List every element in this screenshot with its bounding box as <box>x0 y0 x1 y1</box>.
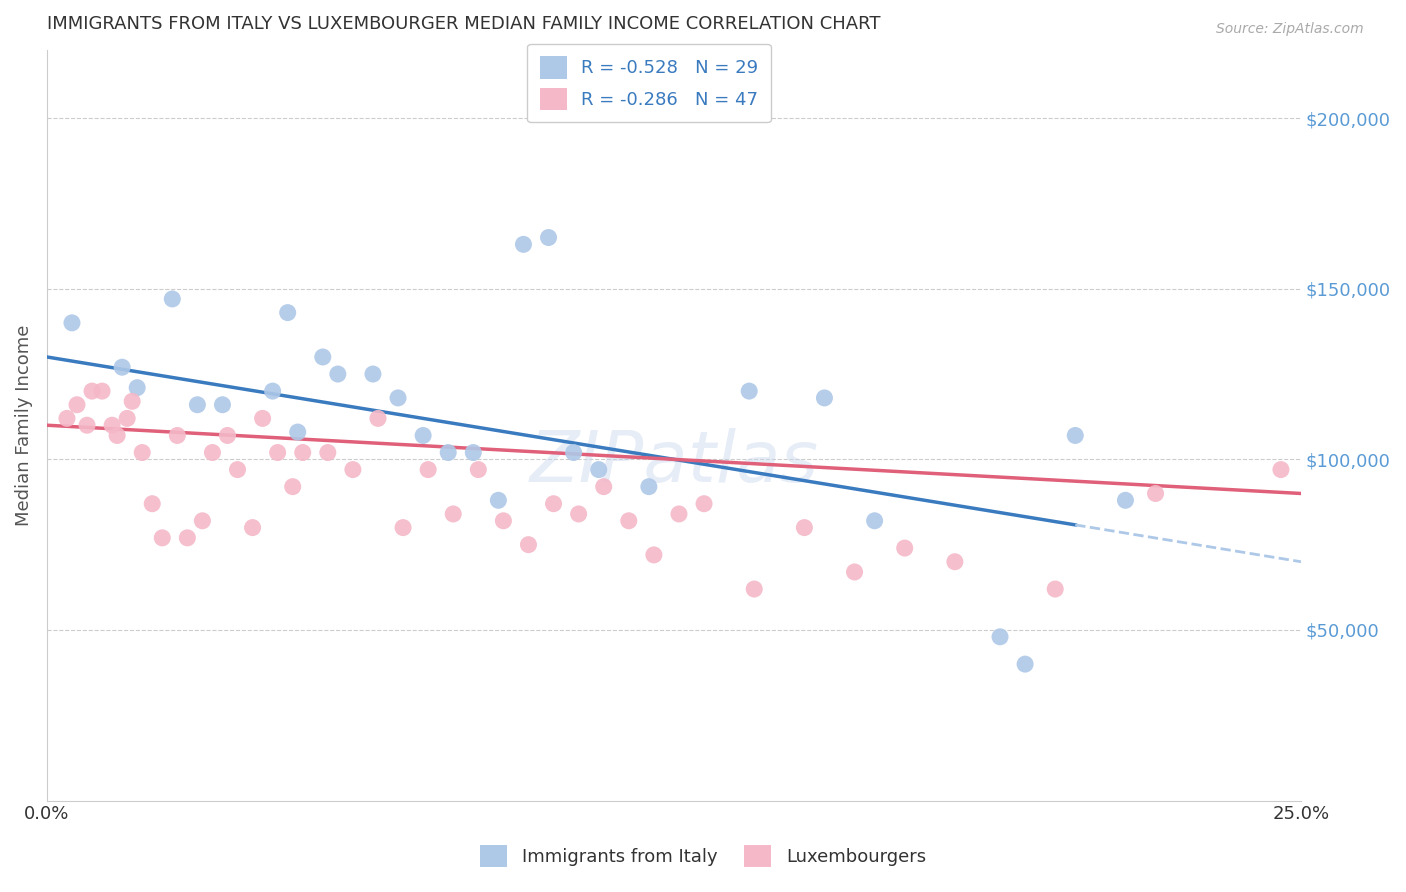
Point <box>441 507 464 521</box>
Point <box>186 398 208 412</box>
Point <box>80 384 103 398</box>
Point <box>56 411 79 425</box>
Point <box>361 367 384 381</box>
Point <box>226 462 249 476</box>
Point <box>387 391 409 405</box>
Point <box>66 398 89 412</box>
Point <box>1144 486 1167 500</box>
Legend: Immigrants from Italy, Luxembourgers: Immigrants from Italy, Luxembourgers <box>472 838 934 874</box>
Point <box>111 360 134 375</box>
Text: Source: ZipAtlas.com: Source: ZipAtlas.com <box>1216 22 1364 37</box>
Point <box>191 514 214 528</box>
Point <box>568 507 591 521</box>
Point <box>211 398 233 412</box>
Point <box>588 462 610 476</box>
Point <box>266 445 288 459</box>
Point <box>793 520 815 534</box>
Point <box>412 428 434 442</box>
Point <box>512 237 534 252</box>
Point <box>176 531 198 545</box>
Point <box>463 445 485 459</box>
Point <box>844 565 866 579</box>
Point <box>76 418 98 433</box>
Point <box>643 548 665 562</box>
Point <box>467 462 489 476</box>
Point <box>617 514 640 528</box>
Point <box>813 391 835 405</box>
Point <box>742 582 765 596</box>
Point <box>342 462 364 476</box>
Point <box>101 418 124 433</box>
Point <box>1114 493 1136 508</box>
Text: ZIPatlas: ZIPatlas <box>530 428 818 497</box>
Point <box>392 520 415 534</box>
Point <box>141 497 163 511</box>
Point <box>60 316 83 330</box>
Point <box>201 445 224 459</box>
Point <box>291 445 314 459</box>
Point <box>316 445 339 459</box>
Point <box>127 381 149 395</box>
Point <box>418 462 440 476</box>
Point <box>543 497 565 511</box>
Point <box>115 411 138 425</box>
Point <box>637 480 659 494</box>
Point <box>537 230 560 244</box>
Point <box>262 384 284 398</box>
Point <box>277 305 299 319</box>
Point <box>252 411 274 425</box>
Point <box>281 480 304 494</box>
Point <box>1045 582 1067 596</box>
Point <box>166 428 188 442</box>
Point <box>326 367 349 381</box>
Y-axis label: Median Family Income: Median Family Income <box>15 325 32 526</box>
Point <box>693 497 716 511</box>
Point <box>437 445 460 459</box>
Point <box>312 350 335 364</box>
Point <box>668 507 690 521</box>
Text: IMMIGRANTS FROM ITALY VS LUXEMBOURGER MEDIAN FAMILY INCOME CORRELATION CHART: IMMIGRANTS FROM ITALY VS LUXEMBOURGER ME… <box>46 15 880 33</box>
Point <box>150 531 173 545</box>
Point <box>517 538 540 552</box>
Point <box>217 428 239 442</box>
Point <box>988 630 1011 644</box>
Point <box>367 411 389 425</box>
Point <box>738 384 761 398</box>
Point <box>492 514 515 528</box>
Point <box>592 480 614 494</box>
Point <box>131 445 153 459</box>
Point <box>562 445 585 459</box>
Point <box>91 384 114 398</box>
Point <box>105 428 128 442</box>
Point <box>1014 657 1036 672</box>
Point <box>486 493 509 508</box>
Point <box>121 394 143 409</box>
Point <box>893 541 915 555</box>
Point <box>863 514 886 528</box>
Point <box>1270 462 1292 476</box>
Legend: R = -0.528   N = 29, R = -0.286   N = 47: R = -0.528 N = 29, R = -0.286 N = 47 <box>527 44 770 122</box>
Point <box>242 520 264 534</box>
Point <box>287 425 309 439</box>
Point <box>162 292 184 306</box>
Point <box>943 555 966 569</box>
Point <box>1064 428 1087 442</box>
